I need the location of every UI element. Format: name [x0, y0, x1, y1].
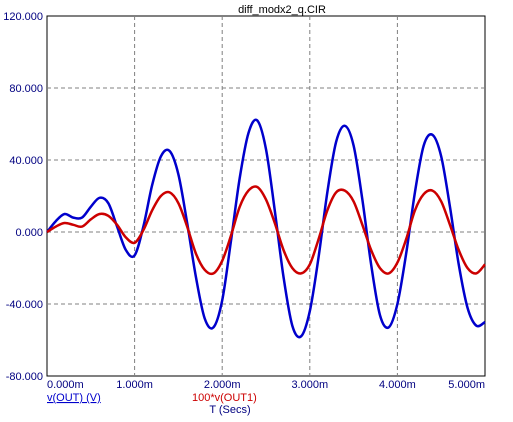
- x-axis-label: T (Secs): [209, 404, 250, 416]
- x-tick-label: 0.000m: [47, 379, 84, 391]
- legend-entry-v-out1: 100*v(OUT1): [192, 392, 257, 404]
- x-tick-label: 5.000m: [448, 379, 485, 391]
- x-tick-label: 3.000m: [291, 379, 328, 391]
- y-tick-label: 120.000: [3, 11, 43, 23]
- y-axis-ticks: -80.000 -40.000 0.000 40.000 80.000 120.000: [3, 11, 43, 383]
- grid: [47, 16, 485, 376]
- y-tick-label: 80.000: [9, 83, 43, 95]
- x-axis-ticks: 0.000m 1.000m 2.000m 3.000m 4.000m 5.000m: [47, 379, 485, 391]
- y-tick-label: 0.000: [15, 227, 43, 239]
- plot-frame: [46, 15, 486, 377]
- series-line-v-out1: [46, 185, 486, 276]
- series-line-v-out: [46, 118, 486, 339]
- x-tick-label: 2.000m: [204, 379, 241, 391]
- y-tick-label: 40.000: [9, 155, 43, 167]
- y-tick-label: -40.000: [6, 299, 43, 311]
- legend-entry-v-out: v(OUT) (V): [47, 392, 101, 404]
- x-tick-label: 4.000m: [379, 379, 416, 391]
- series-layer: [46, 118, 486, 339]
- chart-title: diff_modx2_q.CIR: [238, 4, 326, 16]
- y-tick-label: -80.000: [6, 371, 43, 383]
- x-tick-label: 1.000m: [116, 379, 153, 391]
